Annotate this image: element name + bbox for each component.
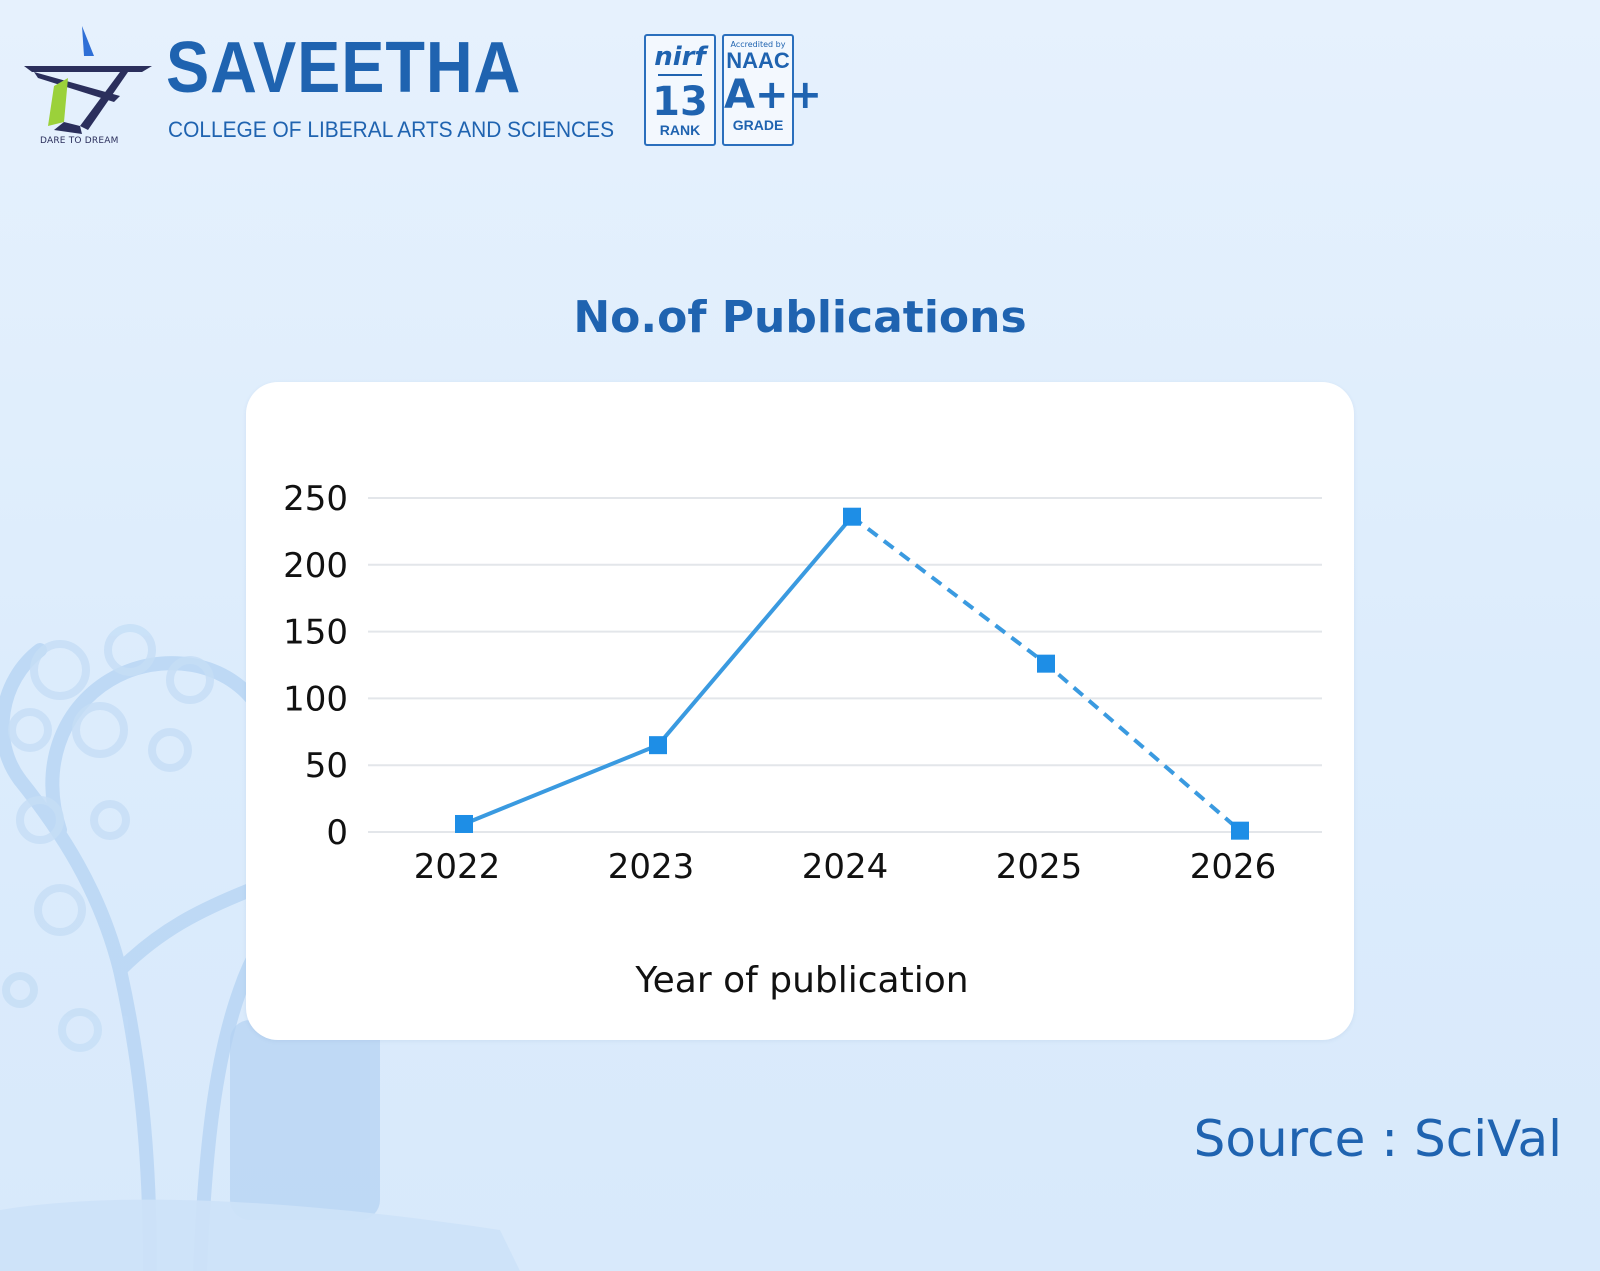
chart-title: No.of Publications [573, 292, 1027, 343]
x-axis-ticks: 2022 2023 2024 2025 2026 [414, 847, 1277, 887]
saveetha-star-logo-icon [24, 26, 152, 134]
data-point-2023 [649, 736, 667, 755]
series-line-dashed [850, 515, 1242, 833]
source-credit: Source : SciVal [1193, 1110, 1562, 1168]
data-point-2026 [1231, 821, 1249, 840]
x-tick-label-2026: 2026 [1190, 847, 1277, 887]
brand-name: SAVEETHA [166, 28, 522, 108]
logo-tagline: DARE TO DREAM [40, 136, 119, 146]
data-point-2022 [455, 814, 473, 833]
y-tick-label-150: 150 [283, 613, 348, 653]
y-tick-label-0: 0 [326, 813, 348, 853]
header: DARE TO DREAM SAVEETHA COLLEGE OF LIBERA… [0, 0, 900, 170]
y-tick-label-250: 250 [283, 479, 348, 519]
naac-grade-label: GRADE [732, 117, 784, 133]
brand-subtitle: COLLEGE OF LIBERAL ARTS AND SCIENCES [168, 117, 615, 142]
chart-card: 0 50 100 150 200 250 2022 2023 2024 2025 2026 Yea… [246, 382, 1354, 1040]
series-lines [463, 515, 1242, 833]
data-point-2025 [1037, 654, 1055, 673]
tree-illustration-background [0, 624, 520, 1271]
y-tick-label-200: 200 [283, 546, 348, 586]
y-tick-label-100: 100 [283, 679, 348, 719]
nirf-rank-label: RANK [659, 122, 701, 138]
x-tick-label-2022: 2022 [414, 847, 501, 887]
nirf-divider [658, 74, 702, 76]
naac-grade-badge: Accredited by NAAC A++ GRADE [722, 34, 822, 146]
nirf-rank-number: 13 [652, 79, 708, 125]
naac-grade-value: A++ [724, 72, 822, 118]
y-axis-ticks: 0 50 100 150 200 250 [283, 479, 348, 853]
x-tick-label-2024: 2024 [802, 847, 889, 887]
x-tick-label-2023: 2023 [608, 847, 695, 887]
nirf-rank-badge: nirf 13 RANK [644, 34, 716, 146]
series-markers [455, 507, 1249, 840]
data-point-2024 [843, 507, 861, 526]
series-line-solid [463, 515, 854, 826]
x-tick-label-2025: 2025 [996, 847, 1083, 887]
naac-title: NAAC [726, 48, 790, 73]
y-tick-label-50: 50 [305, 746, 348, 786]
x-axis-label: Year of publication [634, 960, 968, 1001]
publications-line-chart: 0 50 100 150 200 250 2022 2023 2024 2025 2026 Yea… [283, 479, 1322, 1001]
grid-lines [368, 497, 1322, 833]
naac-accredited-text: Accredited by [730, 40, 786, 49]
nirf-title: nirf [654, 42, 706, 72]
